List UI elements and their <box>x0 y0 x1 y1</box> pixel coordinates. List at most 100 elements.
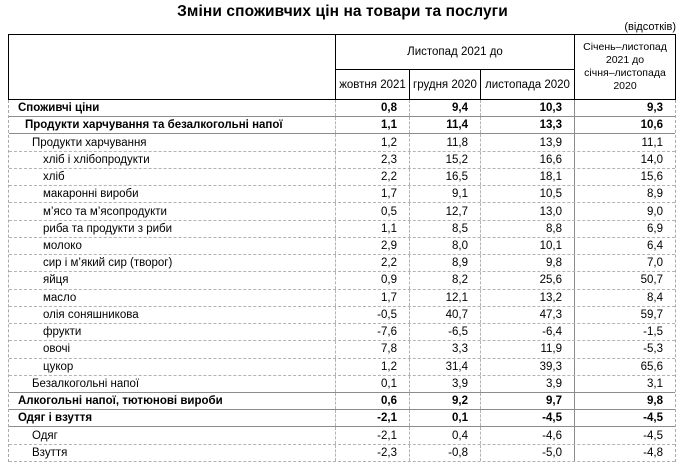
row-label: Споживчі ціни <box>9 100 336 117</box>
table-row: Алкогольні напої, тютюнові вироби 0,6 9,… <box>9 392 675 411</box>
row-value: 8,4 <box>647 291 663 304</box>
row-value: 9,4 <box>410 100 481 117</box>
row-value: 9,8 <box>481 255 575 272</box>
row-label: м’ясо та м’ясопродукти <box>9 203 336 220</box>
row-label: овочі <box>9 341 336 358</box>
row-value: 11,8 <box>410 134 481 151</box>
row-value: 1,2 <box>336 358 410 375</box>
table-row: цукор 1,2 31,4 39,3 65,6 <box>9 358 675 376</box>
row-value: -1,5 <box>643 326 663 339</box>
row-value: -4,5 <box>481 410 575 427</box>
row-value: -4,5 <box>643 412 663 425</box>
row-value: 1,7 <box>336 289 410 306</box>
row-value: 8,2 <box>410 272 481 289</box>
row-label: цукор <box>9 358 336 375</box>
table-row: макаронні вироби 1,7 9,1 10,5 8,9 <box>9 186 675 204</box>
row-label: Взуття <box>9 444 336 461</box>
row-label: хліб <box>9 168 336 186</box>
table-row: олія соняшникова -0,5 40,7 47,3 59,7 <box>9 306 675 325</box>
row-label: олія соняшникова <box>9 306 336 324</box>
table-row: Безалкогольні напої 0,1 3,9 3,9 3,1 <box>9 375 675 393</box>
row-value: 16,5 <box>410 168 481 186</box>
row-value: 15,6 <box>640 171 663 184</box>
row-value: 14,0 <box>640 153 663 166</box>
row-label: хліб і хлібопродукти <box>9 151 336 168</box>
row-value: -2,3 <box>336 444 410 461</box>
row-value: 16,6 <box>481 151 575 168</box>
row-value: -0,5 <box>336 306 410 324</box>
row-value: 25,6 <box>481 272 575 289</box>
sub-header-cell: листопада 2020 <box>481 70 575 99</box>
row-label: Одяг і взуття <box>9 410 336 427</box>
row-value: -0,8 <box>410 444 481 461</box>
row-value: 0,8 <box>336 100 410 117</box>
row-label: яйця <box>9 272 336 289</box>
table-row: Споживчі ціни 0,8 9,4 10,3 9,3 <box>9 100 675 118</box>
row-value: 65,6 <box>640 360 663 373</box>
table-row: Продукти харчування та безалкогольні нап… <box>9 117 675 135</box>
row-value: 2,3 <box>336 151 410 168</box>
table-row: м’ясо та м’ясопродукти 0,5 12,7 13,0 9,0 <box>9 203 675 221</box>
row-value: 8,9 <box>647 188 663 201</box>
row-value: 3,3 <box>410 341 481 358</box>
row-value: 47,3 <box>481 306 575 324</box>
row-value: 6,4 <box>647 239 663 252</box>
row-value: 12,7 <box>410 203 481 220</box>
period-header-cell: Січень–листопад 2021 до січня–листопада … <box>583 41 667 92</box>
row-value: 3,1 <box>647 377 663 390</box>
row-label: Безалкогольні напої <box>9 375 336 392</box>
row-label: сир і м’який сир (творог) <box>9 255 336 272</box>
row-value: 9,1 <box>410 186 481 203</box>
row-label: Продукти харчування та безалкогольні нап… <box>9 117 336 134</box>
row-value: 31,4 <box>410 358 481 375</box>
row-value: 13,2 <box>481 289 575 306</box>
row-value: 2,2 <box>336 255 410 272</box>
row-value: 10,1 <box>481 237 575 255</box>
table-row: сир і м’який сир (творог) 2,2 8,9 9,8 7,… <box>9 255 675 273</box>
table-row: фрукти -7,6 -6,5 -6,4 -1,5 <box>9 324 675 342</box>
table-row: хліб і хлібопродукти 2,3 15,2 16,6 14,0 <box>9 151 675 169</box>
row-value: 11,1 <box>641 136 663 149</box>
row-value: 9,0 <box>647 205 663 218</box>
row-value: 6,9 <box>647 222 663 235</box>
row-value: 11,4 <box>410 117 481 134</box>
sub-header-cell: грудня 2020 <box>410 70 481 99</box>
table-row: риба та продукти з риби 1,1 8,5 8,8 6,9 <box>9 220 675 238</box>
row-value: 1,2 <box>336 134 410 151</box>
row-value: 0,1 <box>410 410 481 427</box>
row-value: -4,5 <box>643 429 663 442</box>
table-row: Взуття -2,3 -0,8 -5,0 -4,8 <box>9 444 675 462</box>
table-row: Продукти харчування 1,2 11,8 13,9 11,1 <box>9 134 675 152</box>
row-value: 1,1 <box>336 220 410 237</box>
row-label: макаронні вироби <box>9 186 336 203</box>
row-value: 11,9 <box>481 341 575 358</box>
row-value: 13,9 <box>481 134 575 151</box>
row-value: 1,7 <box>336 186 410 203</box>
row-value: 9,2 <box>410 392 481 410</box>
row-label: Алкогольні напої, тютюнові вироби <box>9 392 336 410</box>
row-value: -5,3 <box>643 343 663 356</box>
row-value: -7,6 <box>336 324 410 341</box>
row-value: 13,0 <box>481 203 575 220</box>
corner-header-cell <box>9 35 336 99</box>
row-value: 15,2 <box>410 151 481 168</box>
row-value: 39,3 <box>481 358 575 375</box>
table-row: овочі 7,8 3,3 11,9 -5,3 <box>9 341 675 359</box>
row-value: -6,4 <box>481 324 575 341</box>
price-table: Листопад 2021 до Січень–листопад 2021 до… <box>8 34 676 462</box>
row-value: -6,5 <box>410 324 481 341</box>
row-value: 1,1 <box>336 117 410 134</box>
row-label: риба та продукти з риби <box>9 220 336 237</box>
row-value: 10,5 <box>481 186 575 203</box>
row-value: 12,1 <box>410 289 481 306</box>
table-header: Листопад 2021 до Січень–листопад 2021 до… <box>8 34 676 100</box>
table-row: масло 1,7 12,1 13,2 8,4 <box>9 289 675 307</box>
row-label: Продукти харчування <box>9 134 336 151</box>
row-value: 8,0 <box>410 237 481 255</box>
row-value: 8,5 <box>410 220 481 237</box>
row-label: масло <box>9 289 336 306</box>
row-value: -5,0 <box>481 444 575 461</box>
row-value: 9,7 <box>481 392 575 410</box>
row-value: -2,1 <box>336 410 410 427</box>
